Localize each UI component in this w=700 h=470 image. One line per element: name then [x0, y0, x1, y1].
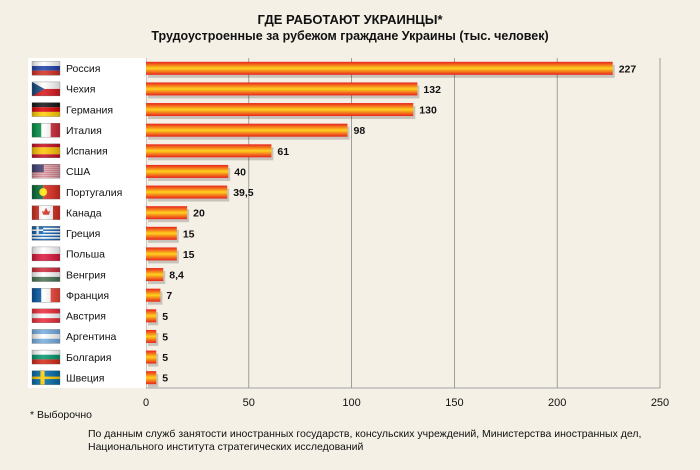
category-label: Португалия [66, 187, 122, 199]
category-label: Болгария [66, 352, 111, 364]
value-label: 39,5 [233, 187, 254, 199]
x-tick-label: 50 [243, 397, 255, 409]
category-label: Греция [66, 228, 100, 240]
flag-greece-icon [31, 226, 61, 241]
x-tick-label: 0 [143, 397, 149, 409]
x-tick-label: 250 [651, 397, 669, 409]
flag-france-icon [31, 288, 61, 303]
category-label: Швеция [66, 372, 105, 384]
value-label: 5 [162, 331, 168, 343]
flag-germany-icon [31, 102, 61, 117]
x-tick-label: 100 [342, 397, 360, 409]
value-label: 61 [277, 146, 289, 158]
value-label: 40 [234, 166, 246, 178]
value-label: 15 [183, 249, 195, 261]
source-line-2: Национального института стратегических и… [88, 441, 364, 453]
bar [146, 226, 177, 240]
value-label: 132 [423, 84, 441, 96]
bar [146, 268, 164, 282]
bar [146, 350, 157, 364]
bar [146, 103, 414, 117]
value-label: 20 [193, 208, 205, 220]
value-label: 5 [162, 373, 168, 385]
category-label: Венгрия [66, 269, 106, 281]
bar [146, 144, 272, 158]
flag-hungary-icon [31, 267, 61, 282]
value-label: 5 [162, 311, 168, 323]
value-label: 5 [162, 352, 168, 364]
flag-russia-icon [31, 61, 61, 76]
chart-title: ГДЕ РАБОТАЮТ УКРАИНЦЫ* [257, 12, 443, 27]
category-label: Россия [66, 63, 100, 75]
bar [146, 288, 161, 302]
x-tick-label: 200 [548, 397, 566, 409]
bar [146, 61, 613, 75]
bar [146, 247, 177, 261]
category-label: Испания [66, 146, 108, 158]
flag-usa-icon [31, 164, 61, 179]
category-label: Аргентина [66, 331, 117, 343]
flag-portugal-icon [31, 184, 61, 200]
value-label: 227 [619, 63, 637, 75]
category-label: Италия [66, 125, 102, 137]
bar [146, 329, 157, 343]
value-label: 130 [419, 105, 437, 117]
source-note: По данным служб занятости иностранных го… [88, 428, 641, 454]
flag-poland-icon [31, 246, 61, 262]
bar [146, 82, 418, 96]
category-label: Канада [66, 207, 102, 219]
source-line-1: По данным служб занятости иностранных го… [88, 428, 642, 440]
footnote: * Выборочно [30, 409, 92, 421]
value-label: 7 [166, 290, 172, 302]
category-label: Франция [66, 290, 109, 302]
flag-italy-icon [31, 123, 61, 138]
category-label: США [66, 166, 90, 178]
flag-spain-icon [31, 143, 61, 158]
bar [146, 371, 157, 385]
bar [146, 164, 229, 178]
bar [146, 185, 228, 199]
category-label: Чехия [66, 84, 95, 96]
value-label: 15 [183, 228, 195, 240]
bar [146, 123, 348, 137]
flag-austria-icon [31, 308, 61, 323]
value-label: 98 [353, 125, 365, 137]
chart-subtitle: Трудоустроенные за рубежом граждане Укра… [151, 29, 549, 43]
bar [146, 206, 188, 220]
category-label: Польша [66, 249, 105, 261]
flag-sweden-icon [31, 370, 61, 385]
value-label: 8,4 [169, 270, 184, 282]
bar [146, 309, 157, 323]
flag-canada-icon [31, 205, 61, 220]
flag-bulgaria-icon [31, 349, 61, 365]
category-label: Австрия [66, 311, 106, 323]
flag-czechia-icon [31, 81, 61, 97]
category-label: Германия [66, 104, 113, 116]
flag-argentina-icon [31, 329, 61, 344]
x-tick-label: 150 [445, 397, 463, 409]
